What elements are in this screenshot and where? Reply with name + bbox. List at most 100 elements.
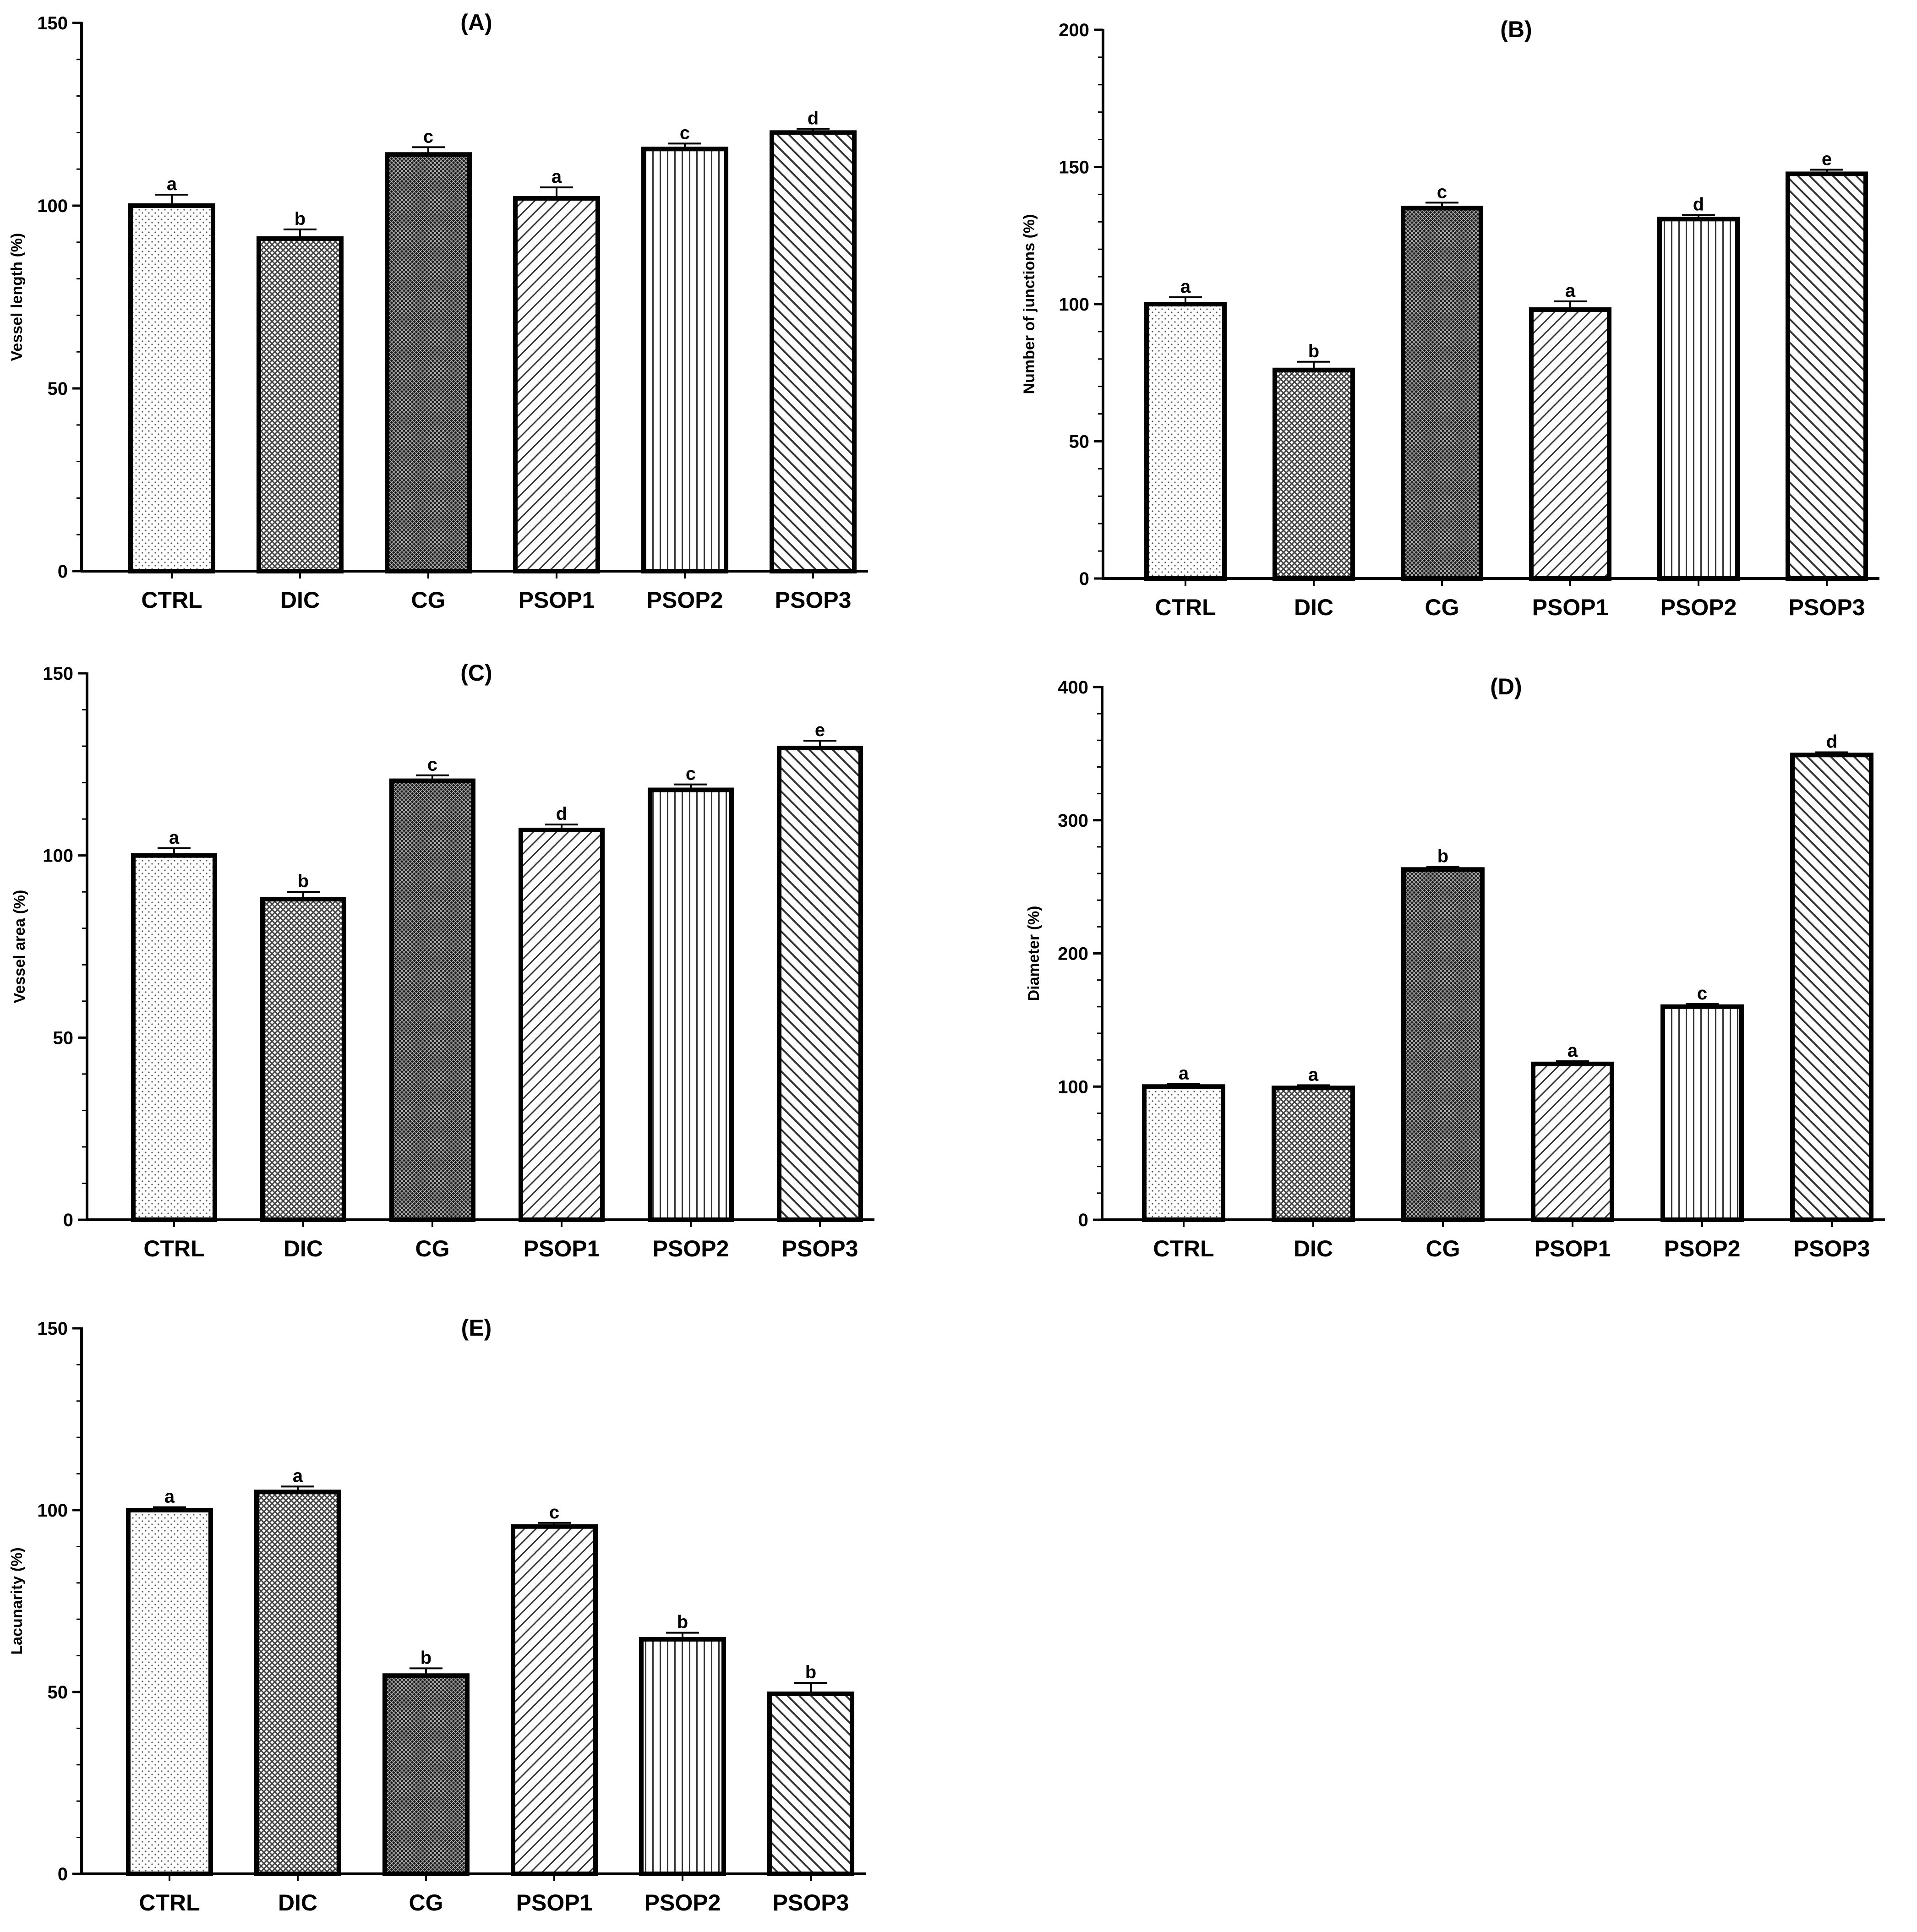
- bar-dic: [254, 1490, 341, 1877]
- x-tick-label: CG: [1426, 1236, 1460, 1261]
- bar-psop3: [1786, 171, 1868, 581]
- y-tick-label: 100: [1058, 1077, 1088, 1097]
- y-tick-label: 400: [1058, 677, 1088, 698]
- significance-label: c: [686, 764, 696, 784]
- x-tick-label: CG: [1425, 595, 1459, 620]
- significance-label: d: [1826, 731, 1837, 752]
- bar-psop1: [511, 1524, 598, 1876]
- y-tick-label: 150: [43, 664, 73, 684]
- x-tick-label: CTRL: [143, 1236, 204, 1261]
- bar-psop3: [777, 746, 863, 1222]
- bar-ctrl: [131, 853, 217, 1222]
- y-axis-label: Diameter (%): [1025, 906, 1043, 1001]
- significance-label: d: [556, 804, 567, 824]
- bar-psop2: [641, 147, 728, 573]
- significance-label: c: [680, 123, 690, 143]
- y-tick-label: 100: [37, 1501, 68, 1521]
- x-tick-label: PSOP1: [519, 587, 595, 613]
- x-tick-label: CG: [409, 1890, 443, 1916]
- y-tick-label: 50: [48, 379, 68, 399]
- x-tick-label: PSOP3: [775, 587, 852, 613]
- significance-label: e: [1822, 149, 1832, 169]
- panel-title: (B): [1500, 16, 1532, 42]
- significance-label: c: [427, 755, 437, 775]
- x-tick-label: PSOP2: [647, 587, 723, 613]
- y-tick-label: 100: [37, 196, 68, 216]
- x-tick-label: DIC: [280, 587, 320, 613]
- bar-psop2: [1660, 1004, 1744, 1223]
- y-tick-label: 200: [1059, 20, 1089, 40]
- bar-psop2: [639, 1637, 726, 1877]
- x-tick-label: PSOP1: [524, 1236, 600, 1261]
- x-tick-label: PSOP2: [1660, 595, 1737, 620]
- x-tick-label: PSOP1: [1532, 595, 1609, 620]
- significance-label: b: [295, 209, 306, 229]
- significance-label: d: [1693, 194, 1704, 214]
- bar-psop3: [770, 130, 857, 573]
- x-tick-label: PSOP3: [1789, 595, 1865, 620]
- bar-cg: [1401, 867, 1485, 1222]
- chart-panel: 0 50 100 150 Vessel length (%) (A) a CTRL b DIC c C…: [8, 10, 868, 613]
- y-axis-label: Vessel length (%): [8, 233, 26, 361]
- significance-label: a: [552, 167, 562, 187]
- bar-psop2: [648, 787, 734, 1223]
- bar-dic: [257, 236, 344, 573]
- y-tick-label: 0: [1078, 1210, 1088, 1230]
- bar-psop3: [767, 1691, 854, 1876]
- x-tick-label: CTRL: [1153, 1236, 1214, 1261]
- bar-psop1: [1529, 307, 1611, 581]
- bar-dic: [1273, 367, 1355, 581]
- significance-label: a: [1567, 1041, 1578, 1061]
- significance-label: a: [1179, 1063, 1189, 1083]
- bar-cg: [389, 778, 475, 1222]
- chart-panel: 0 50 100 150 Lacunarity (%) (E) a CTRL a DIC b CG c P…: [8, 1315, 866, 1916]
- bar-psop1: [519, 827, 605, 1222]
- y-tick-label: 0: [58, 562, 68, 582]
- bar-ctrl: [126, 1508, 213, 1876]
- x-tick-label: CG: [411, 587, 446, 613]
- y-tick-label: 150: [1059, 158, 1089, 178]
- panel-title: (E): [461, 1315, 492, 1341]
- y-tick-label: 0: [1079, 569, 1089, 589]
- y-tick-label: 100: [43, 846, 73, 866]
- y-tick-label: 100: [1059, 295, 1089, 315]
- y-tick-label: 0: [63, 1210, 73, 1230]
- x-tick-label: DIC: [1294, 595, 1333, 620]
- panel-title: (D): [1490, 674, 1522, 699]
- x-tick-label: DIC: [278, 1890, 317, 1916]
- significance-label: a: [293, 1466, 303, 1486]
- y-axis-label: Lacunarity (%): [8, 1547, 26, 1654]
- x-tick-label: CTRL: [1155, 595, 1216, 620]
- bar-cg: [385, 152, 472, 573]
- chart-panel: 0 50 100 150 200 Number of junctions (%) (B) a C…: [1021, 16, 1879, 620]
- significance-label: a: [1308, 1064, 1319, 1085]
- bar-psop1: [1531, 1061, 1614, 1222]
- x-tick-label: PSOP3: [782, 1236, 858, 1261]
- bar-ctrl: [1144, 302, 1227, 581]
- chart-panel: 0 50 100 150 Vessel area (%) (C) a CTRL b DIC c CG d…: [11, 660, 874, 1261]
- significance-label: a: [164, 1487, 175, 1507]
- significance-label: b: [298, 871, 309, 891]
- y-tick-label: 50: [48, 1682, 68, 1703]
- significance-label: e: [815, 720, 825, 740]
- significance-label: c: [1697, 983, 1707, 1004]
- significance-label: a: [169, 828, 180, 848]
- bar-psop1: [513, 196, 600, 574]
- y-tick-label: 0: [58, 1864, 68, 1884]
- x-tick-label: PSOP2: [653, 1236, 729, 1261]
- y-axis-label: Number of junctions (%): [1021, 214, 1038, 394]
- significance-label: c: [423, 126, 433, 147]
- x-tick-label: DIC: [1294, 1236, 1333, 1261]
- x-tick-label: PSOP1: [1535, 1236, 1611, 1261]
- significance-label: c: [1437, 182, 1447, 202]
- significance-label: b: [677, 1612, 688, 1632]
- y-tick-label: 150: [37, 1319, 68, 1339]
- x-tick-label: PSOP1: [516, 1890, 593, 1916]
- x-tick-label: DIC: [284, 1236, 323, 1261]
- panel-title: (C): [460, 660, 492, 686]
- y-tick-label: 150: [37, 13, 68, 33]
- x-tick-label: PSOP3: [773, 1890, 849, 1916]
- significance-label: a: [1565, 281, 1576, 301]
- significance-label: a: [167, 174, 177, 194]
